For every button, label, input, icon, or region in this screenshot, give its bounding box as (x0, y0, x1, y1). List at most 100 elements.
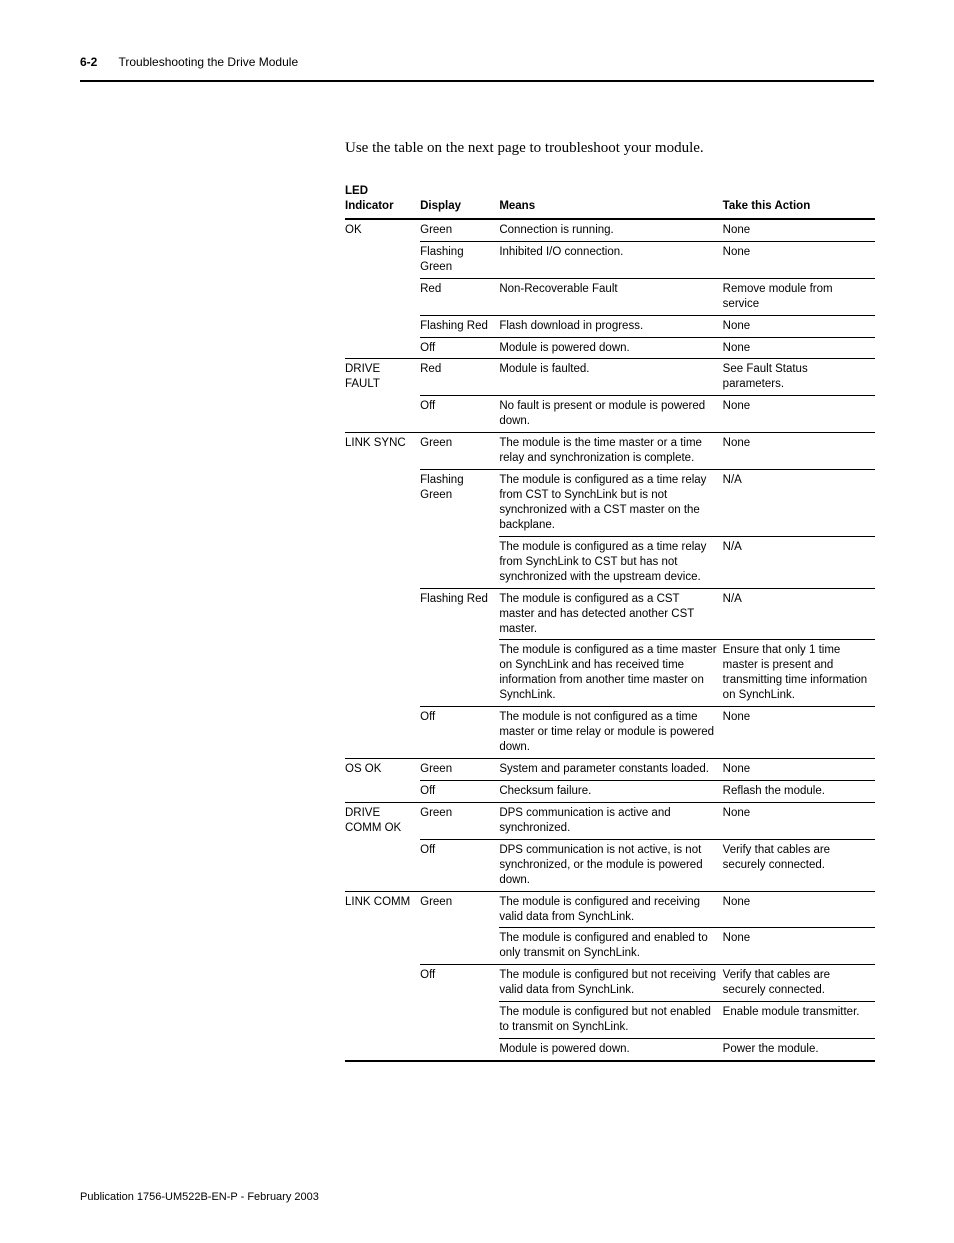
cell-action: None (723, 219, 875, 241)
cell-led: LINK COMM (345, 891, 420, 928)
cell-means: The module is configured and enabled to … (499, 928, 722, 965)
cell-means: The module is configured but not receivi… (499, 965, 722, 1002)
table-row: LINK SYNCGreenThe module is the time mas… (345, 433, 875, 470)
cell-display: Off (420, 707, 499, 759)
cell-display: Off (420, 965, 499, 1002)
cell-led: LINK SYNC (345, 433, 420, 470)
cell-display: Off (420, 780, 499, 802)
cell-display: Green (420, 802, 499, 839)
page-header: 6-2 Troubleshooting the Drive Module (80, 55, 874, 69)
cell-action: Ensure that only 1 time master is presen… (723, 640, 875, 707)
cell-action: N/A (723, 470, 875, 537)
cell-led (345, 928, 420, 965)
cell-means: Non-Recoverable Fault (499, 278, 722, 315)
cell-led (345, 337, 420, 359)
cell-action: None (723, 315, 875, 337)
cell-action: None (723, 241, 875, 278)
cell-means: Connection is running. (499, 219, 722, 241)
cell-led (345, 640, 420, 707)
table-row: Flashing GreenThe module is configured a… (345, 470, 875, 537)
header-rule (80, 80, 874, 82)
table-row: RedNon-Recoverable FaultRemove module fr… (345, 278, 875, 315)
cell-means: Inhibited I/O connection. (499, 241, 722, 278)
cell-led (345, 396, 420, 433)
table-row: The module is configured and enabled to … (345, 928, 875, 965)
cell-display: Green (420, 219, 499, 241)
cell-means: Checksum failure. (499, 780, 722, 802)
cell-action: See Fault Status parameters. (723, 359, 875, 396)
cell-action: None (723, 928, 875, 965)
table-row: Flashing RedThe module is configured as … (345, 588, 875, 640)
section-title: Troubleshooting the Drive Module (118, 55, 298, 69)
table-row: OffThe module is configured but not rece… (345, 965, 875, 1002)
cell-means: The module is the time master or a time … (499, 433, 722, 470)
table-row: The module is configured as a time maste… (345, 640, 875, 707)
table-row: OffDPS communication is not active, is n… (345, 839, 875, 891)
cell-means: The module is configured and receiving v… (499, 891, 722, 928)
table-row: Flashing GreenInhibited I/O connection.N… (345, 241, 875, 278)
cell-led (345, 470, 420, 537)
cell-led (345, 965, 420, 1002)
table-row: OffChecksum failure.Reflash the module. (345, 780, 875, 802)
cell-display: Red (420, 359, 499, 396)
cell-display (420, 536, 499, 588)
th-led: LED Indicator (345, 180, 420, 219)
cell-action: None (723, 396, 875, 433)
table-header-row: LED Indicator Display Means Take this Ac… (345, 180, 875, 219)
cell-means: Flash download in progress. (499, 315, 722, 337)
cell-action: None (723, 707, 875, 759)
cell-action: Enable module transmitter. (723, 1002, 875, 1039)
cell-action: None (723, 433, 875, 470)
table-row: The module is configured but not enabled… (345, 1002, 875, 1039)
table-row: Flashing RedFlash download in progress.N… (345, 315, 875, 337)
cell-led (345, 588, 420, 640)
cell-led: DRIVE FAULT (345, 359, 420, 396)
cell-means: No fault is present or module is powered… (499, 396, 722, 433)
th-means: Means (499, 180, 722, 219)
cell-action: Verify that cables are securely connecte… (723, 965, 875, 1002)
cell-led (345, 707, 420, 759)
table-row: OffThe module is not configured as a tim… (345, 707, 875, 759)
cell-action: None (723, 337, 875, 359)
cell-display: Off (420, 396, 499, 433)
table-row: OS OKGreenSystem and parameter constants… (345, 759, 875, 781)
cell-display: Off (420, 839, 499, 891)
cell-led (345, 1039, 420, 1061)
cell-display: Flashing Green (420, 241, 499, 278)
cell-display (420, 928, 499, 965)
cell-display: Flashing Green (420, 470, 499, 537)
cell-means: The module is configured as a CST master… (499, 588, 722, 640)
cell-led: OK (345, 219, 420, 241)
cell-display: Green (420, 759, 499, 781)
cell-means: System and parameter constants loaded. (499, 759, 722, 781)
cell-action: None (723, 891, 875, 928)
cell-means: Module is powered down. (499, 337, 722, 359)
cell-action: Remove module from service (723, 278, 875, 315)
cell-led: OS OK (345, 759, 420, 781)
cell-led (345, 315, 420, 337)
cell-display: Off (420, 337, 499, 359)
cell-action: N/A (723, 536, 875, 588)
cell-display: Flashing Red (420, 315, 499, 337)
th-action: Take this Action (723, 180, 875, 219)
cell-means: The module is configured but not enabled… (499, 1002, 722, 1039)
cell-action: Verify that cables are securely connecte… (723, 839, 875, 891)
cell-means: The module is configured as a time relay… (499, 470, 722, 537)
cell-action: None (723, 759, 875, 781)
th-display: Display (420, 180, 499, 219)
table-row: OffNo fault is present or module is powe… (345, 396, 875, 433)
cell-means: The module is configured as a time maste… (499, 640, 722, 707)
page-number: 6-2 (80, 55, 97, 69)
cell-means: DPS communication is not active, is not … (499, 839, 722, 891)
cell-display: Green (420, 433, 499, 470)
table-row: LINK COMMGreenThe module is configured a… (345, 891, 875, 928)
cell-display (420, 1039, 499, 1061)
cell-led (345, 839, 420, 891)
cell-display: Flashing Red (420, 588, 499, 640)
table-row: Module is powered down.Power the module. (345, 1039, 875, 1061)
cell-means: Module is powered down. (499, 1039, 722, 1061)
cell-means: The module is not configured as a time m… (499, 707, 722, 759)
cell-action: N/A (723, 588, 875, 640)
cell-led (345, 1002, 420, 1039)
cell-action: None (723, 802, 875, 839)
